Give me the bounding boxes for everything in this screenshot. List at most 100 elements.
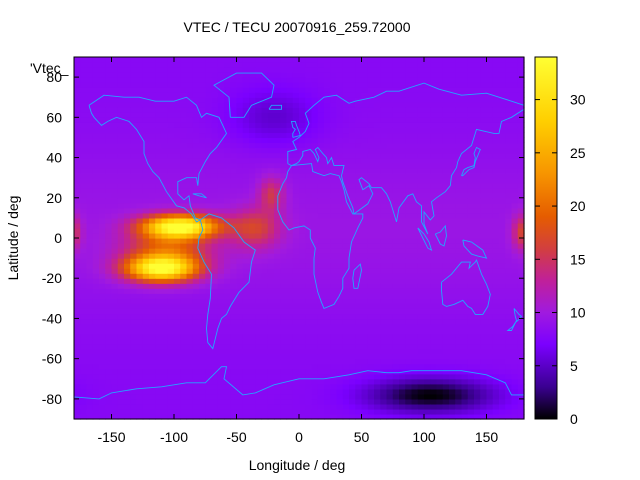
heatmap-cell (330, 378, 338, 385)
heatmap-cell (117, 202, 125, 209)
heatmap-cell (467, 117, 475, 123)
heatmap-cell (211, 162, 219, 169)
heatmap-cell (92, 192, 100, 199)
heatmap-cell (461, 67, 469, 73)
heatmap-cell (461, 343, 469, 350)
heatmap-cell (467, 67, 475, 73)
heatmap-cell (286, 323, 294, 330)
heatmap-cell (417, 102, 425, 108)
heatmap-cell (442, 182, 450, 189)
heatmap-cell (374, 358, 381, 365)
heatmap-cell (355, 142, 363, 149)
heatmap-cell (242, 288, 250, 294)
heatmap-cell (386, 127, 394, 134)
heatmap-cell (174, 72, 181, 78)
heatmap-cell (386, 187, 394, 194)
heatmap-cell (186, 243, 194, 249)
heatmap-cell (342, 92, 350, 98)
heatmap-cell (436, 323, 444, 330)
heatmap-cell (111, 358, 119, 365)
heatmap-cell (274, 147, 281, 154)
heatmap-cell (286, 72, 294, 78)
heatmap-cell (280, 393, 288, 400)
heatmap-cell (349, 243, 356, 249)
heatmap-cell (330, 388, 338, 395)
heatmap-cell (442, 368, 450, 375)
heatmap-cell (255, 152, 263, 159)
heatmap-cell (411, 222, 419, 229)
heatmap-cell (205, 363, 213, 370)
heatmap-cell (361, 373, 369, 380)
heatmap-cell (236, 192, 244, 199)
heatmap-cell (155, 162, 163, 169)
heatmap-cell (436, 102, 444, 108)
heatmap-cell (192, 298, 200, 304)
heatmap-cell (374, 333, 381, 340)
heatmap-cell (367, 238, 375, 244)
heatmap-cell (86, 398, 94, 405)
heatmap-cell (192, 263, 200, 269)
heatmap-cell (330, 243, 338, 249)
heatmap-cell (399, 343, 406, 350)
heatmap-cell (461, 177, 469, 184)
heatmap-cell (117, 232, 125, 239)
heatmap-cell (374, 162, 381, 169)
heatmap-cell (249, 202, 256, 209)
heatmap-cell (199, 167, 206, 174)
heatmap-cell (136, 147, 144, 154)
heatmap-cell (267, 72, 275, 78)
heatmap-cell (124, 378, 131, 385)
heatmap-cell (436, 353, 444, 360)
heatmap-cell (124, 127, 131, 134)
heatmap-cell (230, 288, 238, 294)
heatmap-cell (174, 288, 181, 294)
heatmap-cell (124, 253, 131, 259)
heatmap-cell (292, 333, 300, 340)
heatmap-cell (455, 87, 463, 93)
heatmap-cell (330, 383, 338, 390)
heatmap-cell (424, 57, 431, 63)
heatmap-cell (105, 157, 113, 164)
heatmap-cell (430, 408, 438, 415)
heatmap-cell (330, 132, 338, 139)
heatmap-cell (442, 162, 450, 169)
heatmap-cell (136, 278, 144, 284)
heatmap-cell (461, 293, 469, 299)
heatmap-cell (217, 162, 225, 169)
heatmap-cell (411, 368, 419, 375)
heatmap-cell (261, 253, 269, 259)
heatmap-cell (274, 112, 281, 118)
heatmap-cell (136, 373, 144, 380)
heatmap-cell (261, 162, 269, 169)
heatmap-cell (280, 232, 288, 239)
heatmap-cell (267, 388, 275, 395)
heatmap-cell (280, 112, 288, 118)
heatmap-cell (236, 278, 244, 284)
heatmap-cell (161, 253, 169, 259)
heatmap-cell (99, 132, 106, 139)
heatmap-cell (180, 413, 188, 420)
heatmap-cell (199, 368, 206, 375)
heatmap-cell (180, 338, 188, 345)
heatmap-cell (486, 227, 494, 234)
heatmap-cell (205, 268, 213, 274)
heatmap-cell (449, 358, 456, 365)
heatmap-cell (442, 112, 450, 118)
heatmap-cell (155, 232, 163, 239)
heatmap-cell (386, 388, 394, 395)
heatmap-cell (330, 288, 338, 294)
heatmap-cell (217, 127, 225, 134)
heatmap-cell (86, 172, 94, 179)
heatmap-cell (224, 413, 231, 420)
heatmap-cell (349, 202, 356, 209)
heatmap-cell (80, 57, 88, 63)
heatmap-cell (192, 303, 200, 309)
heatmap-cell (461, 117, 469, 123)
heatmap-cell (199, 107, 206, 113)
heatmap-cell (474, 373, 481, 380)
heatmap-cell (280, 87, 288, 93)
heatmap-cell (311, 92, 319, 98)
heatmap-cell (192, 388, 200, 395)
heatmap-cell (80, 378, 88, 385)
heatmap-cell (305, 358, 313, 365)
